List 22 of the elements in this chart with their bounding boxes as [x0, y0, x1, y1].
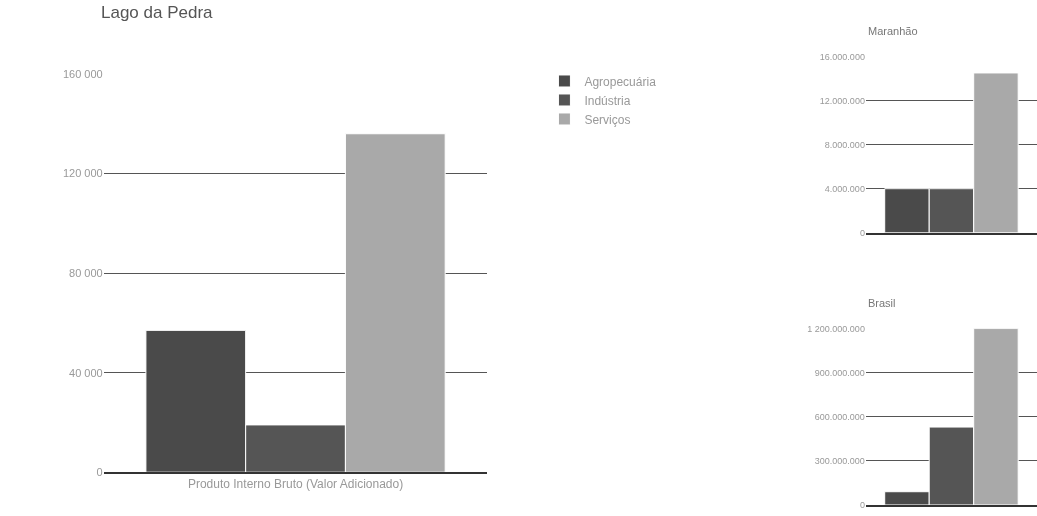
y-tick-label: 12.000.000	[819, 95, 865, 106]
y-tick-label: 300.000.000	[814, 456, 865, 467]
y-tick-label: 0	[859, 500, 865, 511]
legend-label: Indústria	[584, 93, 631, 108]
y-tick-label: 160 000	[62, 67, 103, 80]
chart-title: Brasil	[868, 297, 896, 309]
y-tick-label: 0	[96, 466, 103, 479]
y-tick-label: 900.000.000	[814, 367, 865, 378]
y-tick-label: 4.000.000	[824, 183, 865, 194]
y-tick-label: 1 200.000.000	[807, 323, 865, 334]
y-tick-label: 8.000.000	[824, 139, 865, 150]
y-tick-label: 120 000	[62, 167, 103, 180]
x-tick-label: Produto Interno Bruto (Valor Adicionado)	[187, 477, 404, 492]
y-tick-label: 80 000	[69, 266, 103, 279]
legend-label: Serviços	[584, 112, 631, 127]
legend-label: Agropecuária	[584, 74, 657, 89]
y-tick-label: 16.000.000	[819, 51, 865, 62]
chart-title: Lago da Pedra	[101, 3, 214, 22]
y-tick-label: 40 000	[69, 366, 103, 379]
y-tick-label: 600.000.000	[814, 411, 865, 422]
chart-title: Maranhão	[868, 25, 918, 37]
y-tick-label: 0	[859, 227, 865, 238]
